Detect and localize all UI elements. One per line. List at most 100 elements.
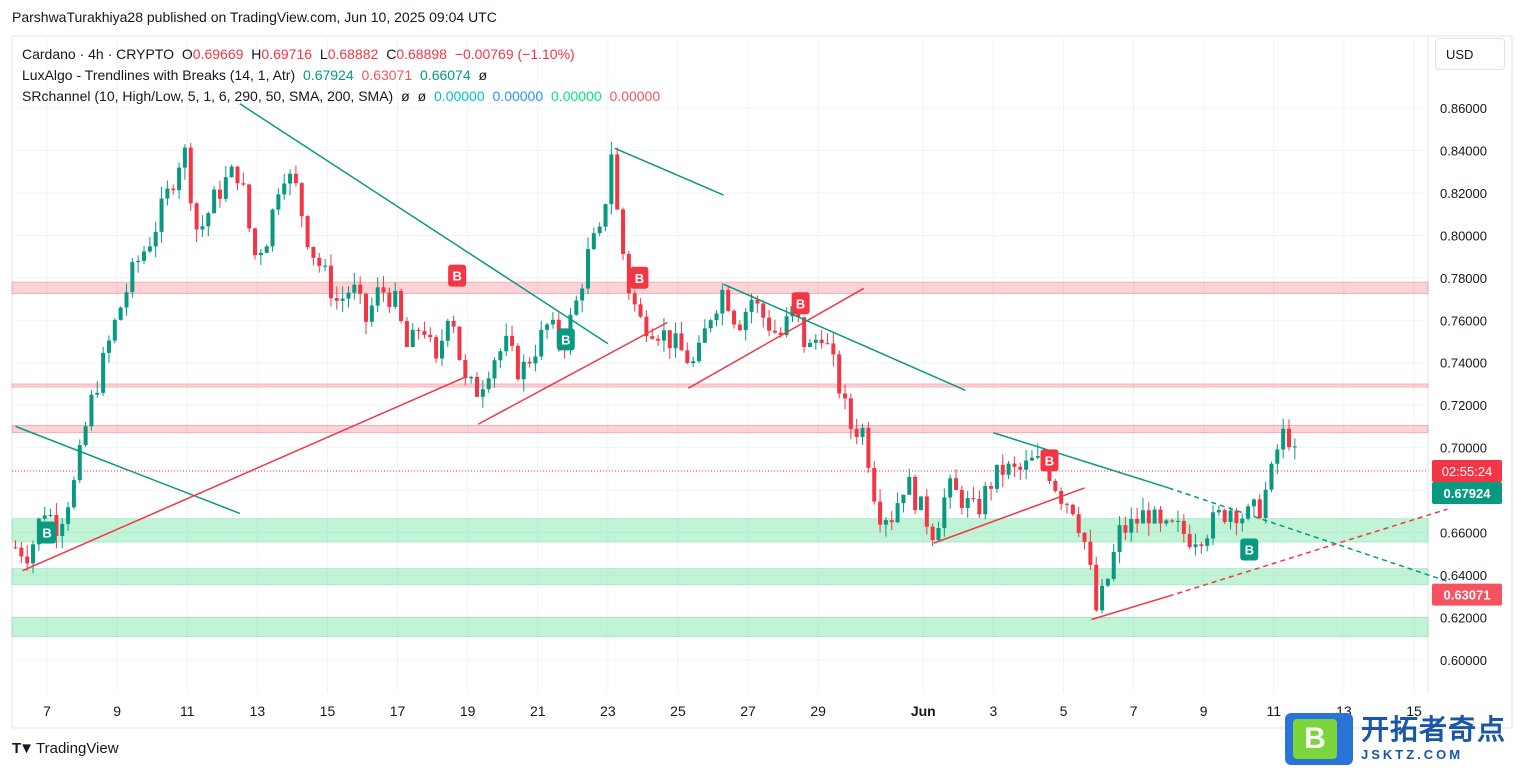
x-tick-label: 15 [320, 703, 336, 719]
x-tick-label: 21 [530, 703, 546, 719]
trendline-down [239, 103, 609, 345]
candle-body [977, 498, 982, 515]
candle-body [696, 342, 701, 362]
price-label-text: 0.63071 [1444, 588, 1491, 603]
candle-body [95, 392, 100, 395]
candle-body [866, 427, 871, 468]
candle-body [393, 290, 398, 307]
symbol-title: Cardano · 4h · CRYPTO [22, 46, 174, 62]
signal-label: B [796, 296, 805, 311]
candle-body [1146, 510, 1151, 524]
signal-badge [1240, 538, 1259, 561]
candle-body [983, 486, 988, 515]
indicator-value: 0.00000 [609, 88, 661, 104]
candle-body [807, 342, 812, 347]
candle-body [831, 343, 836, 355]
price-label-badge [1432, 481, 1502, 504]
candle-body [253, 228, 258, 256]
candle-body [621, 209, 626, 254]
candle-body [1216, 510, 1221, 513]
candle-body [77, 445, 82, 481]
candle-body [66, 507, 71, 524]
candle-body [948, 478, 953, 498]
candle-body [1117, 525, 1122, 553]
candle-body [533, 356, 538, 364]
candle-body [112, 319, 117, 341]
candle-body [1257, 499, 1262, 519]
x-tick-label: 3 [990, 703, 998, 719]
candle-body [13, 547, 18, 549]
candle-body [1246, 506, 1251, 519]
candle-body [732, 310, 737, 325]
tradingview-brand: TradingView [36, 740, 119, 757]
candle-body [182, 147, 187, 168]
candle-body [241, 183, 246, 185]
watermark-letter: B [1293, 719, 1337, 759]
candle-body [550, 319, 555, 325]
candle-body [1292, 446, 1297, 448]
tradingview-logo[interactable]: T▼ TradingView [12, 740, 119, 757]
candle-body [959, 489, 964, 508]
candle-body [784, 316, 789, 336]
indicator-value: 0.67924 [303, 67, 354, 83]
currency-button[interactable]: USD [1435, 38, 1505, 70]
candle-body [1187, 533, 1192, 548]
candle-body [89, 394, 94, 427]
trendline-up [688, 287, 865, 389]
countdown-badge [1432, 459, 1502, 482]
candle-body [1053, 480, 1058, 491]
price-axis[interactable]: 0.86000 0.84000 0.82000 0.80000 0.78000 0.760… [1440, 101, 1487, 668]
candle-body [311, 247, 316, 258]
legend-indicator-luxalgo[interactable]: LuxAlgo - Trendlines with Breaks (14, 1,… [22, 65, 664, 86]
candle-body [615, 154, 620, 210]
indicator-name: SRchannel (10, High/Low, 5, 1, 6, 290, 5… [22, 88, 394, 104]
candle-body [848, 398, 853, 429]
candle-body [971, 498, 976, 500]
break-signal-bearish: B [448, 264, 467, 287]
watermark-cn: 开拓者奇点 [1361, 714, 1507, 745]
trendline-up [477, 321, 668, 425]
high-label: H0.69716 [251, 46, 313, 62]
candle-body [813, 339, 818, 343]
candle-body [457, 326, 462, 360]
candle-body [469, 376, 474, 379]
open-label: O0.69669 [181, 46, 244, 62]
candle-body [299, 183, 304, 217]
candle-body [142, 251, 147, 261]
candle-body [644, 316, 649, 337]
candle-body [679, 333, 684, 351]
x-tick-label: 5 [1060, 703, 1068, 719]
candle-body [895, 503, 900, 523]
watermark: B 开拓者奇点 JSKTZ.COM [1285, 713, 1506, 765]
candle-body [1100, 585, 1105, 611]
y-tick-label: 0.82000 [1440, 186, 1487, 201]
candle-body [726, 289, 731, 311]
candle-body [1152, 509, 1157, 524]
candle-body [445, 320, 450, 341]
candle-body [288, 173, 293, 184]
candle-body [591, 233, 596, 250]
tradingview-mark-icon: T▼ [12, 740, 34, 757]
candle-body [504, 335, 509, 352]
candle-body [1140, 510, 1145, 524]
change-value: −0.00769 (−1.10%) [454, 46, 575, 62]
signal-badge [1040, 449, 1059, 472]
candle-body [147, 246, 152, 252]
signal-badge [556, 328, 575, 351]
support-zone [11, 518, 1429, 543]
candle-body [31, 544, 36, 564]
time-axis[interactable]: 7 9 11 13 15 17 19 21 23 25 27 29 Jun 3 5 7 9 11 13 15 [43, 703, 1422, 719]
watermark-text: 开拓者奇点 JSKTZ.COM [1361, 713, 1506, 762]
candle-body [585, 249, 590, 289]
y-tick-label: 0.86000 [1440, 101, 1487, 116]
candle-body [293, 173, 298, 184]
break-signal-bearish: B [630, 266, 649, 289]
legend-indicator-srchannel[interactable]: SRchannel (10, High/Low, 5, 1, 6, 290, 5… [22, 86, 664, 107]
x-tick-label: 15 [1406, 703, 1422, 719]
countdown-label: 02:55:24 [1442, 464, 1493, 479]
legend-symbol-row[interactable]: Cardano · 4h · CRYPTO O0.69669 H0.69716 … [22, 44, 664, 65]
candle-body [702, 328, 707, 343]
resistance-zone [11, 425, 1429, 434]
candle-body [515, 345, 520, 380]
